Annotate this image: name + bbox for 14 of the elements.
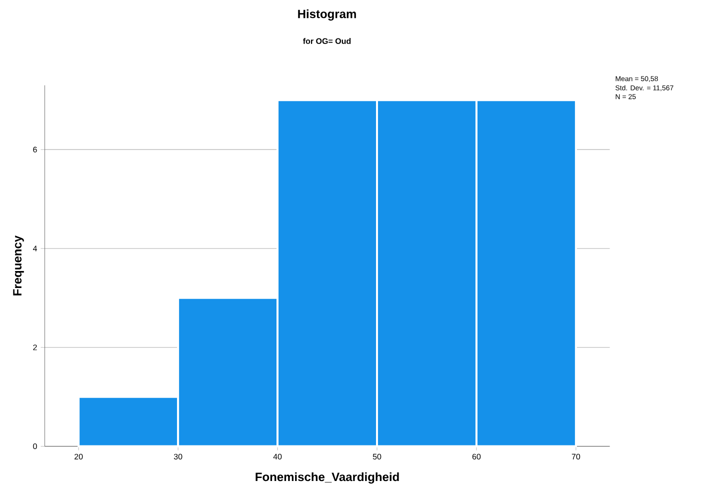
x-tick-label: 20 <box>74 454 83 460</box>
x-tick-label: 30 <box>174 454 182 460</box>
x-tick-label: 50 <box>372 454 382 460</box>
x-tick-label: 40 <box>273 454 282 460</box>
y-axis-title: Frequency <box>13 236 24 296</box>
chart-title: Histogram <box>298 9 356 21</box>
y-tick-label: 0 <box>33 443 37 450</box>
x-axis-title: Fonemische_Vaardigheid <box>256 472 399 484</box>
y-tick-label: 2 <box>33 344 37 350</box>
y-tick-label: 6 <box>33 146 37 152</box>
x-tick-label: 70 <box>572 454 580 460</box>
x-tick-label: 60 <box>472 454 481 460</box>
chart-subtitle: for OG= Oud <box>303 38 351 44</box>
y-tick-label: 4 <box>32 246 38 252</box>
